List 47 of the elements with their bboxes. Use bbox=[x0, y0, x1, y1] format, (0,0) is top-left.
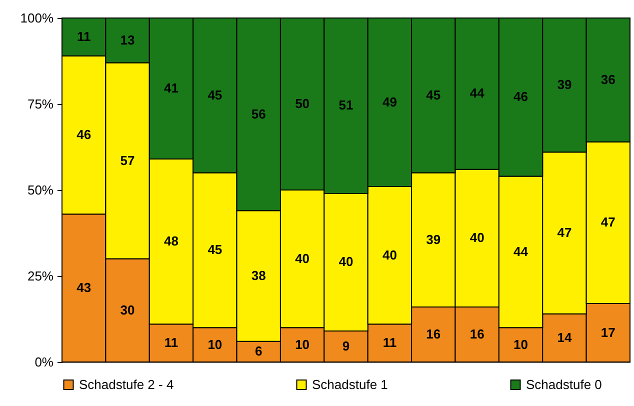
data-label: 13 bbox=[120, 32, 135, 48]
data-label: 40 bbox=[295, 250, 310, 266]
data-label: 47 bbox=[600, 214, 616, 230]
data-label: 10 bbox=[295, 336, 310, 352]
data-label: 17 bbox=[600, 324, 616, 340]
data-label: 30 bbox=[120, 302, 135, 318]
data-label: 39 bbox=[557, 77, 572, 92]
data-label: 38 bbox=[251, 268, 266, 283]
data-label: 9 bbox=[342, 338, 350, 354]
y-tick-label: 75% bbox=[27, 96, 54, 112]
data-label: 10 bbox=[208, 336, 222, 352]
data-label: 51 bbox=[338, 98, 354, 113]
data-label: 45 bbox=[426, 87, 441, 102]
data-label: 11 bbox=[76, 28, 91, 44]
data-label: 16 bbox=[470, 326, 484, 342]
data-label: 11 bbox=[382, 335, 397, 350]
data-label: 11 bbox=[164, 335, 178, 350]
legend-label: Schadstufe 2 - 4 bbox=[79, 376, 174, 392]
data-label: 36 bbox=[600, 72, 616, 87]
data-label: 43 bbox=[76, 280, 92, 296]
data-label: 10 bbox=[514, 336, 528, 352]
data-label: 39 bbox=[426, 232, 441, 247]
data-label: 46 bbox=[514, 89, 528, 104]
data-label: 47 bbox=[557, 225, 572, 240]
data-label: 45 bbox=[208, 242, 222, 258]
data-label: 48 bbox=[164, 234, 178, 249]
y-tick-label: 25% bbox=[27, 268, 54, 284]
data-label: 44 bbox=[514, 244, 529, 259]
y-tick-label: 50% bbox=[27, 182, 54, 198]
data-label: 14 bbox=[557, 330, 572, 345]
data-label: 16 bbox=[426, 326, 441, 342]
data-label: 40 bbox=[470, 230, 484, 246]
data-label: 56 bbox=[251, 106, 266, 122]
data-label: 44 bbox=[470, 86, 486, 101]
legend-label: Schadstufe 0 bbox=[526, 376, 602, 392]
data-label: 45 bbox=[208, 87, 222, 102]
data-label: 41 bbox=[164, 80, 178, 96]
data-label: 57 bbox=[120, 152, 135, 168]
y-tick-label: 0% bbox=[34, 354, 54, 370]
data-label: 6 bbox=[255, 344, 262, 359]
data-label: 40 bbox=[382, 247, 397, 262]
data-label: 46 bbox=[76, 126, 92, 142]
data-label: 49 bbox=[382, 94, 397, 110]
data-label: 40 bbox=[338, 254, 354, 270]
legend-label: Schadstufe 1 bbox=[312, 376, 388, 392]
y-tick-label: 100% bbox=[20, 10, 54, 26]
data-label: 50 bbox=[295, 96, 310, 111]
